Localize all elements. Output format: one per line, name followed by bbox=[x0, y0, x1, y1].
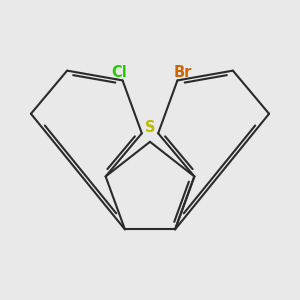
Text: Br: Br bbox=[173, 65, 192, 80]
Text: Cl: Cl bbox=[111, 65, 127, 80]
Text: S: S bbox=[145, 120, 155, 135]
